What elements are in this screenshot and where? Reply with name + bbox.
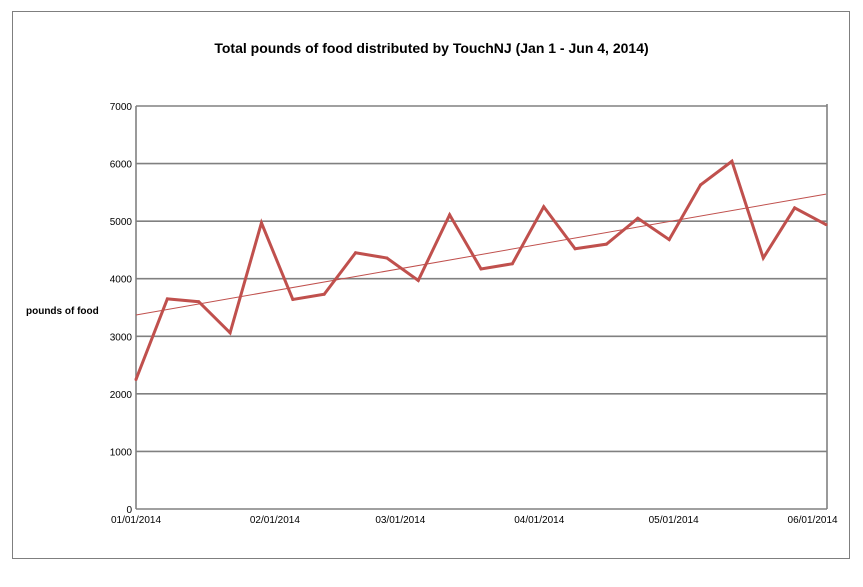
y-tick-label: 7000 xyxy=(110,102,133,113)
data-point xyxy=(793,206,797,210)
data-point xyxy=(824,223,828,227)
y-tick-label: 1000 xyxy=(110,447,133,458)
y-tick-label: 2000 xyxy=(110,390,133,401)
data-point xyxy=(134,377,138,381)
x-tick-label: 02/01/2014 xyxy=(250,515,300,526)
y-axis-label: pounds of food xyxy=(26,306,99,317)
data-point xyxy=(604,242,608,246)
data-point xyxy=(636,216,640,220)
x-tick-label: 06/01/2014 xyxy=(788,515,838,526)
y-tick-label: 3000 xyxy=(110,332,133,343)
data-point xyxy=(354,251,358,255)
x-tick-label: 03/01/2014 xyxy=(375,515,425,526)
y-tick-label: 0 xyxy=(126,505,132,516)
y-tick-label: 4000 xyxy=(110,275,133,286)
data-point xyxy=(385,256,389,260)
x-tick-label: 04/01/2014 xyxy=(514,515,564,526)
data-point xyxy=(730,159,734,163)
y-tick-label: 6000 xyxy=(110,160,133,171)
data-point xyxy=(448,213,452,217)
y-tick-label: 5000 xyxy=(110,217,133,228)
data-point xyxy=(416,278,420,282)
chart-frame xyxy=(12,11,850,559)
data-point xyxy=(699,183,703,187)
data-point xyxy=(667,238,671,242)
chart-title: Total pounds of food distributed by Touc… xyxy=(214,40,649,56)
data-point xyxy=(573,247,577,251)
data-point xyxy=(291,297,295,301)
data-point xyxy=(542,205,546,209)
data-point xyxy=(197,300,201,304)
data-point xyxy=(479,267,483,271)
data-point xyxy=(761,256,765,260)
data-point xyxy=(510,262,514,266)
x-tick-label: 01/01/2014 xyxy=(111,515,161,526)
data-point xyxy=(165,297,169,301)
data-point xyxy=(228,331,232,335)
data-point xyxy=(322,292,326,296)
trendline xyxy=(135,193,827,316)
x-tick-label: 05/01/2014 xyxy=(649,515,699,526)
data-point xyxy=(259,221,263,225)
